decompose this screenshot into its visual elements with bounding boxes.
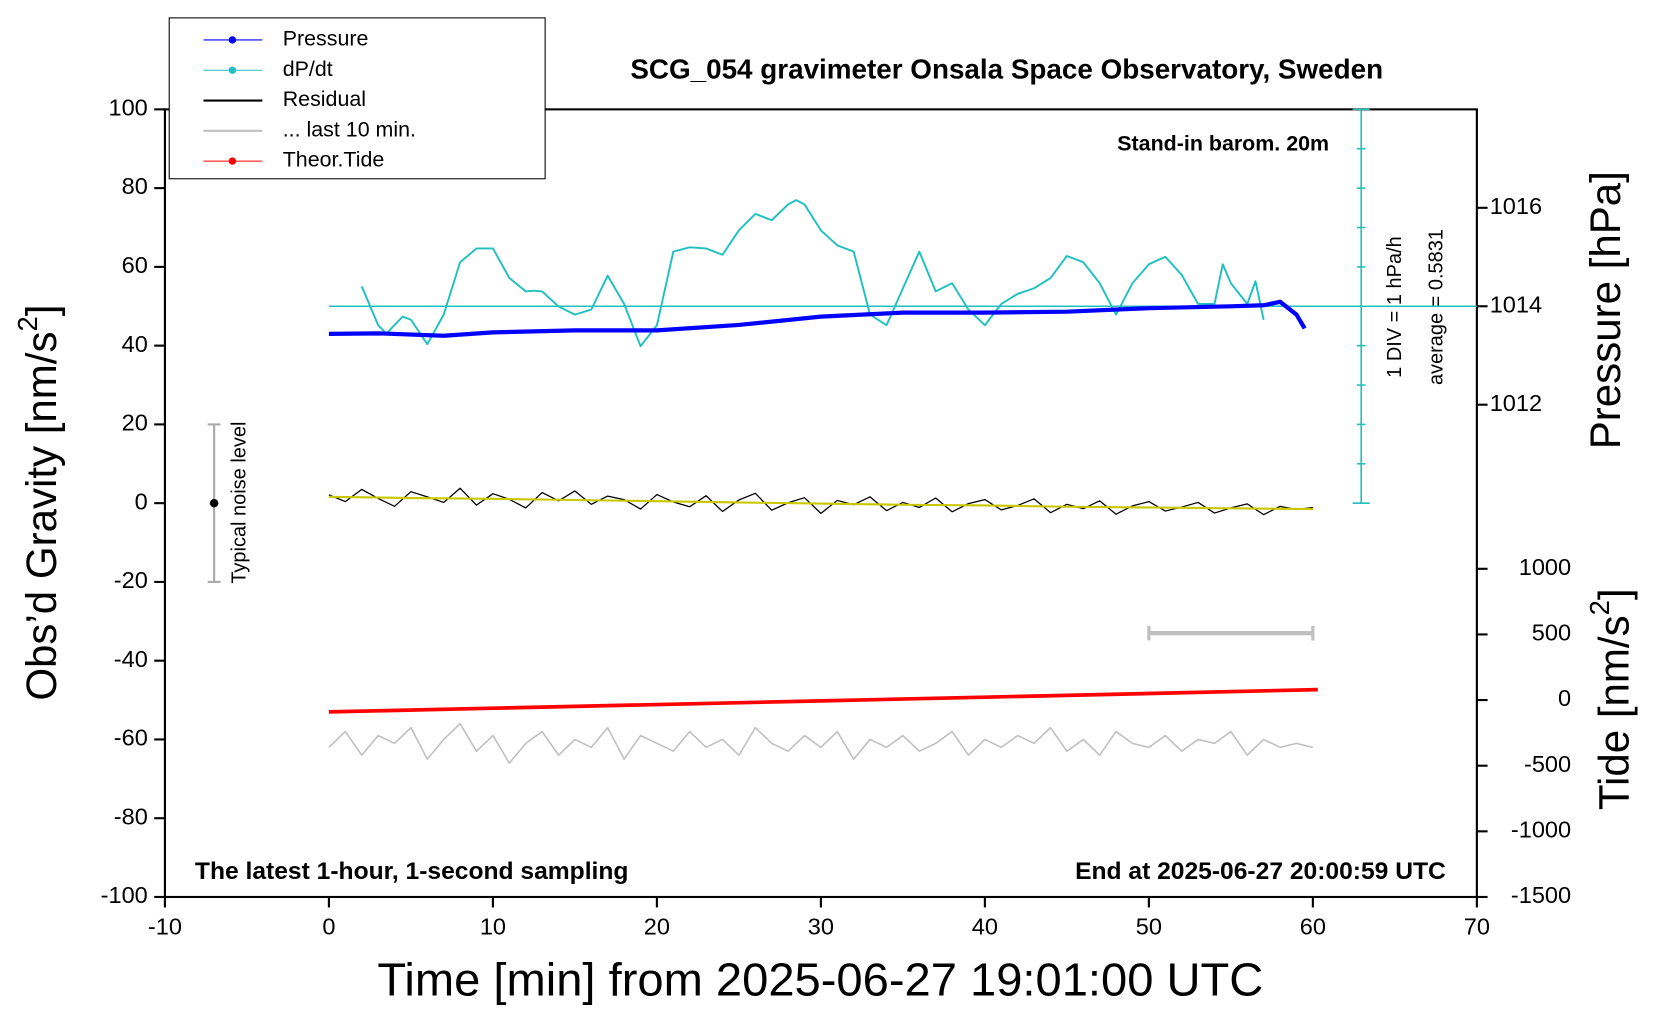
y-tick-label: 0 xyxy=(135,488,148,514)
x-tick-label: 10 xyxy=(480,914,506,940)
y3-tick-label: -1000 xyxy=(1511,817,1571,843)
y-label-text: Obs’d Gravity [nm/s xyxy=(18,332,65,701)
legend-marker xyxy=(228,157,237,165)
legend-label: dP/dt xyxy=(283,58,333,81)
chart-title: SCG_054 gravimeter Onsala Space Observat… xyxy=(630,54,1383,85)
legend-marker xyxy=(228,36,237,44)
x-tick-label: 50 xyxy=(1136,914,1162,940)
x-tick-label: 60 xyxy=(1300,914,1326,940)
note-left: The latest 1-hour, 1-second sampling xyxy=(195,858,629,885)
x-tick-label: 30 xyxy=(808,914,834,940)
y-tick-label: 100 xyxy=(109,95,148,121)
legend-label: Pressure xyxy=(283,28,369,51)
y3-tick-label: 1000 xyxy=(1519,554,1571,580)
legend-label: Theor.Tide xyxy=(283,149,385,172)
y3-label-end: ] xyxy=(1590,588,1637,600)
subtitle: Stand-in barom. 20m xyxy=(1117,133,1329,156)
y-label-sup: 2 xyxy=(12,316,43,331)
legend-box xyxy=(168,17,546,180)
series-line xyxy=(328,495,1313,511)
y2-tick-label: 1012 xyxy=(1490,390,1542,416)
y2-tick-label: 1016 xyxy=(1490,193,1542,219)
series-line xyxy=(360,199,1265,348)
x-tick-label: -10 xyxy=(148,914,182,940)
series-line xyxy=(328,687,1318,714)
note-right: End at 2025-06-27 20:00:59 UTC xyxy=(1075,858,1446,885)
noise-center xyxy=(209,498,219,508)
x-axis-label: Time [min] from 2025-06-27 19:01:00 UTC xyxy=(377,954,1263,1006)
y-tick-label: 80 xyxy=(122,173,148,199)
y-tick-label: -100 xyxy=(101,882,148,908)
y-tick-label: 40 xyxy=(122,331,148,357)
x-tick-label: 70 xyxy=(1464,914,1490,940)
y-tick-label: 60 xyxy=(122,252,148,278)
y3-label-text: Tide [nm/s xyxy=(1590,615,1637,810)
y3-axis-label: Tide [nm/s2] xyxy=(1584,588,1637,810)
y-tick-label: -60 xyxy=(114,725,148,751)
y-tick-label: -20 xyxy=(114,567,148,593)
y-label-end: ] xyxy=(18,305,65,317)
legend-label: Residual xyxy=(283,88,366,111)
y-axis-label: Obs’d Gravity [nm/s2] xyxy=(12,305,65,701)
y-tick-label: -40 xyxy=(114,646,148,672)
y2-axis-label: Pressure [hPa] xyxy=(1582,171,1629,449)
y3-tick-label: 0 xyxy=(1558,685,1571,711)
y-tick-label: -80 xyxy=(114,804,148,830)
y3-tick-label: 500 xyxy=(1532,620,1571,646)
legend-label: ... last 10 min. xyxy=(283,119,416,142)
y3-label-sup: 2 xyxy=(1584,600,1615,615)
series-line xyxy=(328,299,1307,338)
y3-tick-label: -500 xyxy=(1524,751,1571,777)
noise-label: Typical noise level xyxy=(228,422,250,584)
legend-marker xyxy=(228,66,237,74)
x-tick-label: 0 xyxy=(322,914,335,940)
y3-tick-label: -1500 xyxy=(1511,882,1571,908)
series-line xyxy=(328,722,1314,764)
y-tick-label: 20 xyxy=(122,410,148,436)
x-tick-label: 40 xyxy=(972,914,998,940)
x-tick-label: 20 xyxy=(644,914,670,940)
series-line xyxy=(328,487,1313,516)
y2-tick-label: 1014 xyxy=(1490,292,1542,318)
